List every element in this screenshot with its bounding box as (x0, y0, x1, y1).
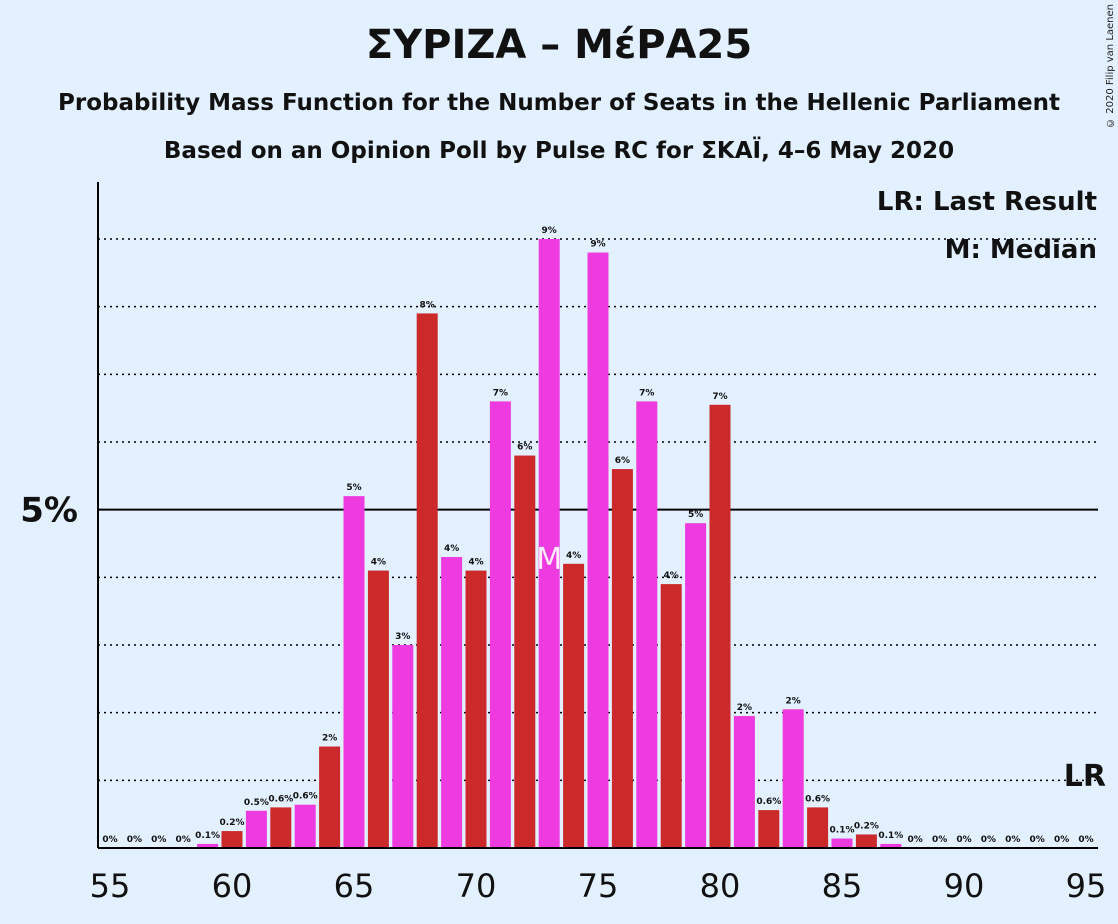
bar-label-seat-85: 0.1% (830, 826, 855, 836)
axes: 5% 55 60 65 70 75 80 85 90 95 (20, 182, 1106, 905)
x-tick-label-70: 70 (456, 867, 497, 905)
bar-seat-70 (465, 570, 487, 848)
bar-seat-87 (880, 843, 902, 848)
bar-seat-62 (270, 807, 292, 848)
median-marker: M (536, 542, 562, 577)
bar-label-seat-84: 0.6% (805, 794, 830, 804)
bar-label-seat-86: 0.2% (854, 821, 879, 831)
bar-label-seat-61: 0.5% (244, 798, 269, 808)
bar-seat-80 (709, 404, 731, 848)
bar-label-seat-82: 0.6% (756, 797, 781, 807)
last-result-marker: LR (1064, 759, 1106, 794)
bar-label-seat-92: 0% (1005, 835, 1020, 845)
bar-label-seat-80: 7% (712, 392, 727, 402)
bar-seat-67 (392, 645, 414, 848)
bar-seat-59 (197, 843, 219, 848)
x-tick-label-75: 75 (578, 867, 619, 905)
legend-median: M: Median (945, 235, 1097, 265)
bar-label-seat-90: 0% (956, 835, 971, 845)
chart-source-subtitle: Based on an Opinion Poll by Pulse RC for… (163, 138, 955, 164)
bar-label-seat-81: 2% (737, 703, 752, 713)
chart-subtitle: Probability Mass Function for the Number… (58, 90, 1060, 116)
bar-label-seat-73: 9% (542, 226, 557, 236)
bar-seat-68 (416, 313, 438, 848)
bar-label-seat-62: 0.6% (268, 794, 293, 804)
bar-label-seat-77: 7% (639, 388, 654, 398)
bar-label-seat-64: 2% (322, 734, 337, 744)
bar-label-seat-55: 0% (102, 835, 117, 845)
bar-label-seat-60: 0.2% (220, 818, 245, 828)
bar-seat-78 (660, 584, 682, 848)
bar-value-labels: 0% 0% 0% 0% 0.1%0.2%0.5% 0.6% 0.6%2%5%4%3%8%4%… (102, 226, 1106, 845)
bar-label-seat-79: 5% (688, 510, 703, 520)
bar-label-seat-63: 0.6% (293, 792, 318, 802)
x-tick-label-65: 65 (334, 867, 375, 905)
x-tick-label-60: 60 (212, 867, 253, 905)
bar-label-seat-57: 0% (151, 835, 166, 845)
bar-seat-73 (538, 239, 560, 848)
bar-label-seat-72: 6% (517, 443, 532, 453)
x-tick-label-80: 80 (700, 867, 741, 905)
bar-seat-63 (294, 804, 316, 848)
bar-label-seat-83: 2% (786, 696, 801, 706)
bar-seat-75 (587, 252, 609, 849)
bar-label-seat-71: 7% (493, 388, 508, 398)
chart-title: ΣΥΡΙΖΑ – ΜέΡΑ25 (365, 22, 753, 68)
bar-seat-81 (733, 716, 755, 848)
bar-seat-65 (343, 496, 365, 848)
bar-label-seat-67: 3% (395, 632, 410, 642)
bar-label-seat-78: 4% (664, 571, 679, 581)
bar-label-seat-95: 0% (1078, 835, 1093, 845)
legend-last-result: LR: Last Result (877, 187, 1097, 217)
bar-label-seat-91: 0% (981, 835, 996, 845)
y-tick-label: 5% (20, 491, 78, 531)
bar-seat-86 (855, 834, 877, 848)
bar-seat-72 (514, 455, 536, 848)
bar-label-seat-68: 8% (420, 300, 435, 310)
bar-label-seat-74: 4% (566, 551, 581, 561)
bar-label-seat-89: 0% (932, 835, 947, 845)
bar-label-seat-76: 6% (615, 456, 630, 466)
bar-label-seat-69: 4% (444, 544, 459, 554)
bar-seat-85 (831, 838, 853, 848)
x-tick-label-55: 55 (90, 867, 131, 905)
bar-seat-61 (245, 810, 267, 848)
bar-seat-69 (441, 557, 463, 848)
bar-seat-60 (221, 831, 243, 848)
bar-seat-82 (758, 810, 780, 848)
bar-label-seat-59: 0.1% (195, 831, 220, 841)
bar-label-seat-88: 0% (908, 835, 923, 845)
bar-seat-83 (782, 709, 804, 848)
x-tick-label-85: 85 (822, 867, 863, 905)
bar-seat-64 (319, 746, 341, 848)
bar-label-seat-56: 0% (127, 835, 142, 845)
bar-seat-77 (636, 401, 658, 848)
x-tick-label-95: 95 (1066, 867, 1107, 905)
bars (197, 239, 902, 849)
bar-seat-74 (563, 563, 585, 848)
bar-label-seat-70: 4% (468, 558, 483, 568)
bar-label-seat-58: 0% (176, 835, 191, 845)
bar-label-seat-87: 0.1% (878, 831, 903, 841)
bar-seat-71 (489, 401, 511, 848)
bar-label-seat-65: 5% (346, 483, 361, 493)
bar-label-seat-94: 0% (1054, 835, 1069, 845)
bar-seat-79 (685, 523, 707, 848)
bar-seat-84 (807, 807, 829, 848)
bar-seat-66 (367, 570, 389, 848)
bar-seat-76 (611, 469, 633, 848)
bar-label-seat-93: 0% (1030, 835, 1045, 845)
bar-label-seat-75: 9% (590, 240, 605, 250)
x-tick-label-90: 90 (944, 867, 985, 905)
bar-label-seat-66: 4% (371, 558, 386, 568)
